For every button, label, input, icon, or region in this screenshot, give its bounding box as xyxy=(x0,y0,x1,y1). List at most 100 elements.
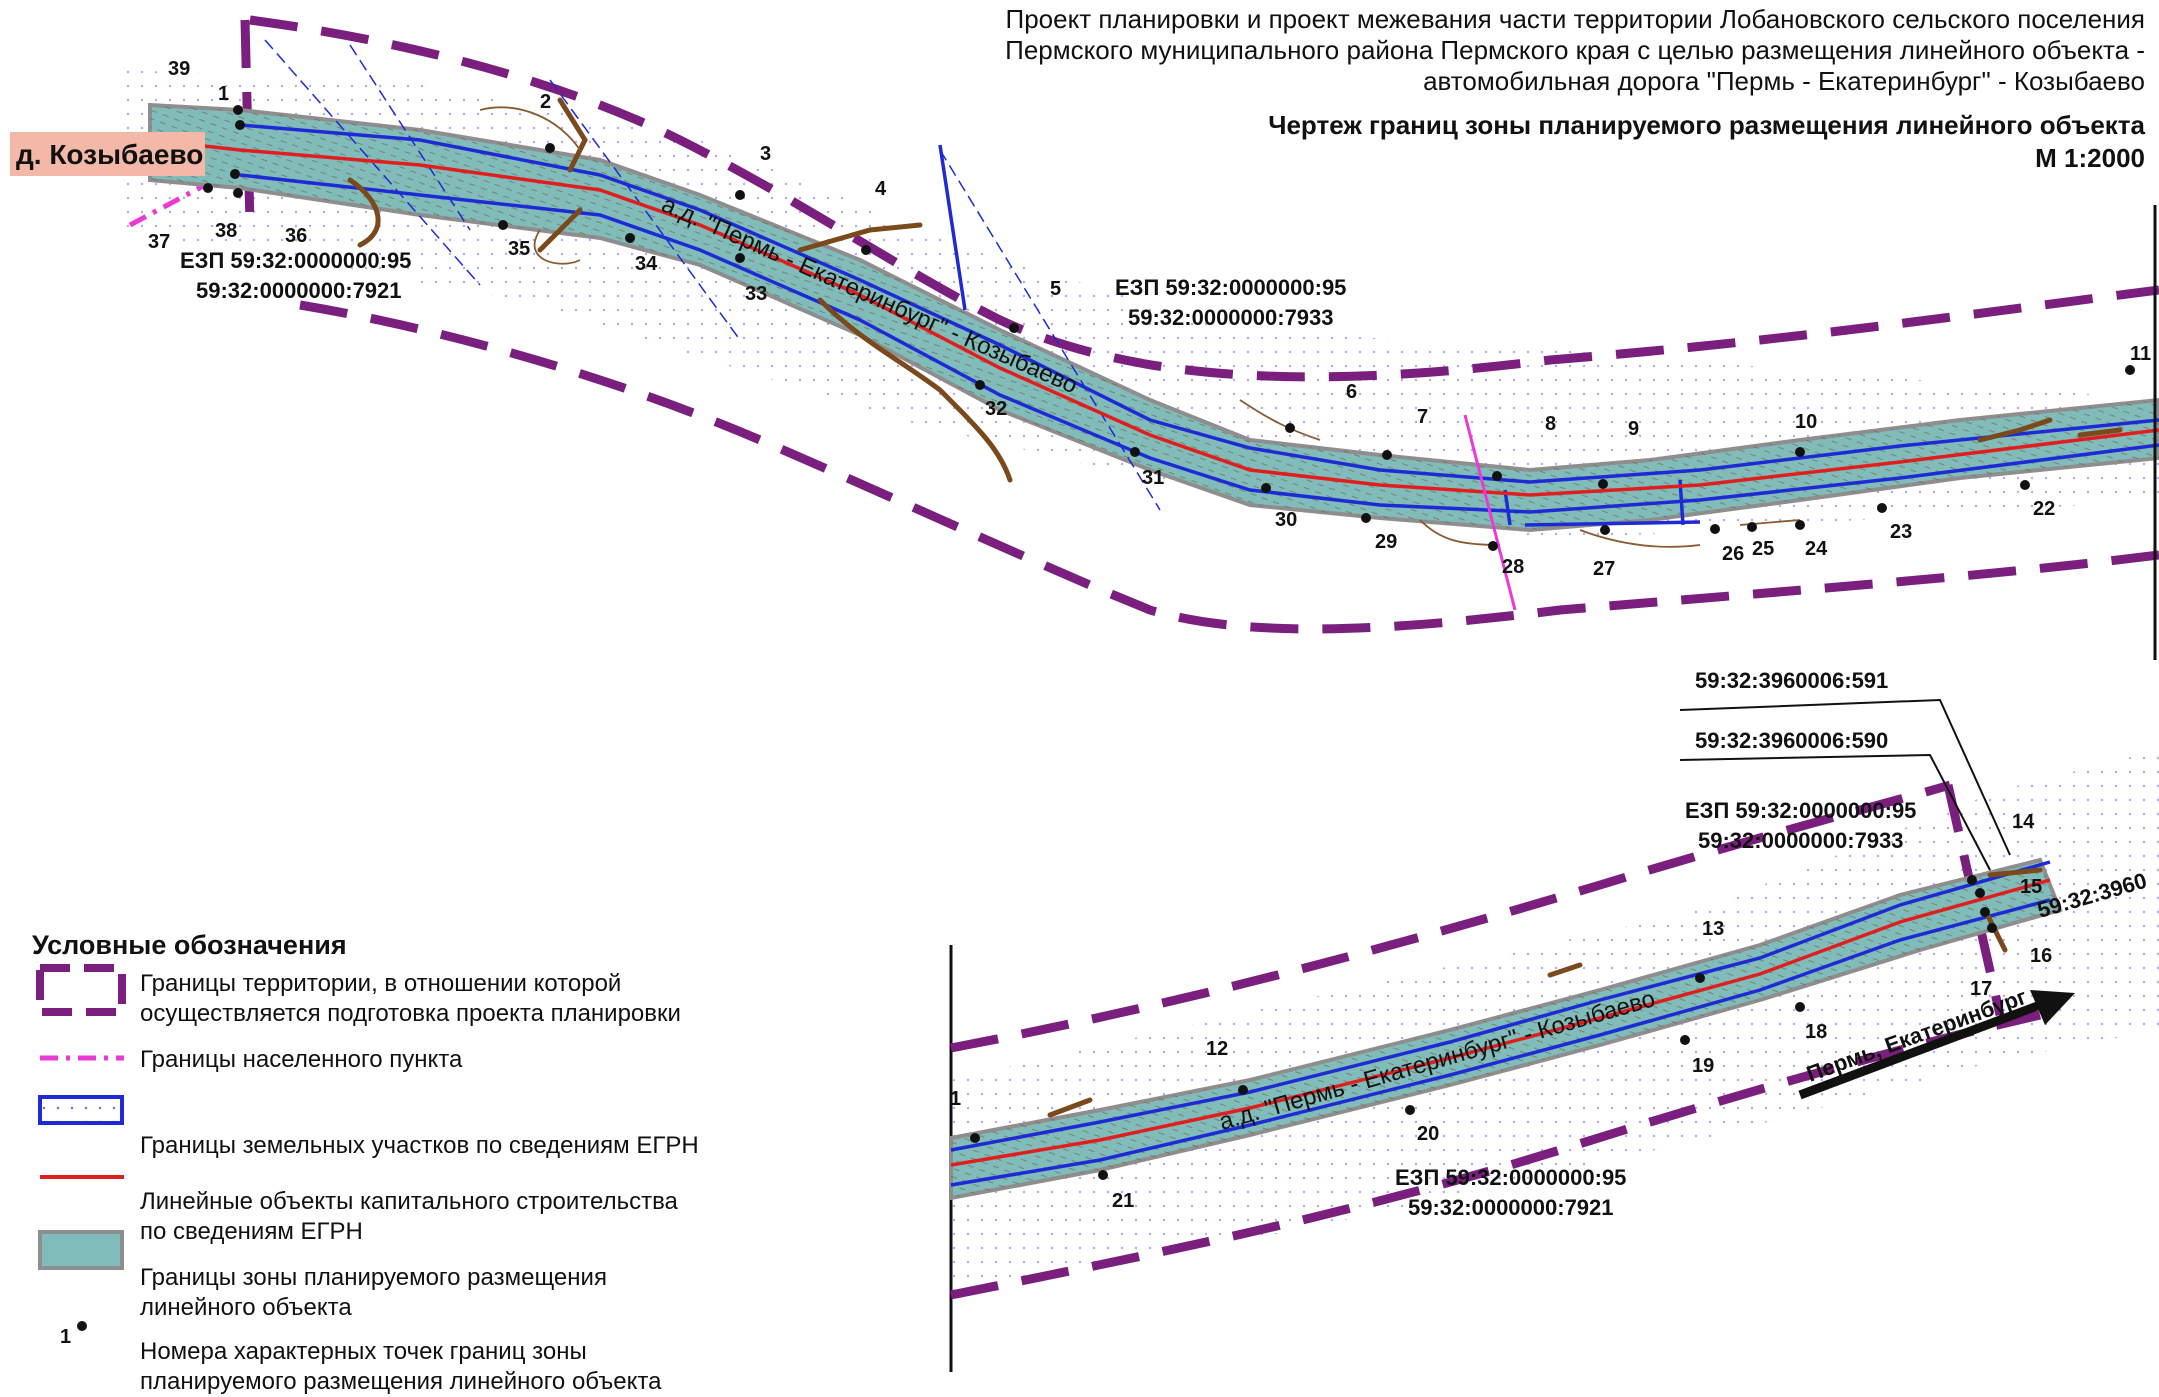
point-36: 36 xyxy=(233,188,307,247)
point-2: 2 xyxy=(540,91,555,153)
point-26: 26 xyxy=(1710,524,1744,565)
point-28: 28 xyxy=(1488,541,1524,578)
magenta-cross-line xyxy=(1463,414,1517,611)
point-15: 15 xyxy=(1975,876,2042,898)
svg-text:36: 36 xyxy=(285,225,307,247)
point-34: 34 xyxy=(625,233,658,275)
point-32: 32 xyxy=(975,380,1007,420)
direction-arrowhead-icon xyxy=(2030,990,2075,1025)
svg-text:35: 35 xyxy=(508,238,530,260)
point-24: 24 xyxy=(1795,520,1828,560)
legend-symbol-parcels xyxy=(38,1095,124,1125)
svg-text:7: 7 xyxy=(1417,406,1428,428)
svg-text:1: 1 xyxy=(950,1088,961,1110)
parcel-label-top-mid-2: 59:32:0000000:7933 xyxy=(1128,305,1334,330)
point-16: 16 xyxy=(1980,907,2052,967)
road-centerline-bottom xyxy=(950,878,2051,1167)
point-29: 29 xyxy=(1361,513,1397,553)
point-1: 1 xyxy=(218,83,245,130)
point-23: 23 xyxy=(1877,503,1912,543)
svg-text:25: 25 xyxy=(1752,538,1774,560)
terrain-lines-top xyxy=(347,97,2123,483)
legend: Условные обозначения Границы территории,… xyxy=(30,930,790,1395)
svg-text:22: 22 xyxy=(2033,498,2055,520)
point-b1: 1 xyxy=(950,1088,980,1143)
svg-text:23: 23 xyxy=(1890,521,1912,543)
svg-text:3: 3 xyxy=(760,143,771,165)
parcel-label-bot-ezp-1: ЕЗП 59:32:0000000:95 xyxy=(1685,798,1916,823)
parcel-boundary-bottom-1 xyxy=(950,860,2051,1152)
drawing-title: Чертеж границ зоны планируемого размещен… xyxy=(1268,110,2145,140)
point-11: 11 xyxy=(2125,343,2151,375)
point-8: 8 xyxy=(1492,413,1556,481)
svg-text:4: 4 xyxy=(875,178,887,200)
point-31: 31 xyxy=(1130,447,1164,489)
svg-text:18: 18 xyxy=(1805,1021,1827,1043)
svg-text:24: 24 xyxy=(1805,538,1828,560)
svg-text:16: 16 xyxy=(2030,945,2052,967)
svg-text:12: 12 xyxy=(1206,1038,1228,1060)
svg-text:5: 5 xyxy=(1050,278,1061,300)
direction-arrow xyxy=(1798,1000,2042,1100)
parcel-label-bot-low-1: ЕЗП 59:32:0000000:95 xyxy=(1395,1165,1626,1190)
point-7: 7 xyxy=(1382,406,1428,460)
point-22: 22 xyxy=(2020,480,2055,520)
parcel-label-bot-low-2: 59:32:0000000:7921 xyxy=(1408,1195,1614,1220)
svg-text:11: 11 xyxy=(2130,343,2151,365)
settlement-label: д. Козыбаево xyxy=(16,139,203,170)
parcel-boundary-top-3 xyxy=(938,144,1701,527)
parcel-label-bot-ezp-2: 59:32:0000000:7933 xyxy=(1698,828,1904,853)
settlement-label-bg xyxy=(10,132,205,176)
point-33: 33 xyxy=(735,253,767,305)
svg-text:27: 27 xyxy=(1593,558,1615,580)
parcel-boundary-top-1 xyxy=(239,123,2159,484)
road-hatching-top xyxy=(150,105,2159,530)
point-35: 35 xyxy=(498,220,530,260)
legend-symbol-point xyxy=(77,1321,87,1331)
legend-symbol-zone xyxy=(38,1230,124,1270)
svg-text:30: 30 xyxy=(1275,509,1297,531)
document-header: Проект планировки и проект межевания час… xyxy=(1005,4,2145,175)
point-27: 27 xyxy=(1593,525,1615,580)
point-30: 30 xyxy=(1261,483,1297,531)
scale-label: М 1:2000 xyxy=(2035,143,2145,173)
point-4: 4 xyxy=(861,178,887,255)
svg-text:13: 13 xyxy=(1702,918,1724,940)
parcel-label-top-left-2: 59:32:0000000:7921 xyxy=(196,278,402,303)
terrain-thin-top xyxy=(479,106,1801,548)
svg-text:6: 6 xyxy=(1346,381,1357,403)
svg-text:39: 39 xyxy=(168,58,190,80)
header-line-3: автомобильная дорога "Пермь - Екатеринбу… xyxy=(1423,66,2145,96)
point-5: 5 xyxy=(1009,278,1061,333)
point-3: 3 xyxy=(735,143,771,200)
parcel-boundary-bottom-2 xyxy=(950,898,2051,1187)
point-38: 38 xyxy=(215,169,240,242)
legend-symbol-point-number: 1 xyxy=(60,1326,71,1348)
point-10: 10 xyxy=(1795,411,1817,457)
header-line-2: Пермского муниципального района Пермског… xyxy=(1005,35,2145,65)
svg-text:8: 8 xyxy=(1545,413,1556,435)
svg-text:20: 20 xyxy=(1417,1123,1439,1145)
svg-text:31: 31 xyxy=(1142,467,1164,489)
svg-text:10: 10 xyxy=(1795,411,1817,433)
parcel-label-590: 59:32:3960006:590 xyxy=(1695,728,1888,753)
points-top: 39 1 2 3 4 5 6 7 8 9 10 11 22 23 24 25 2… xyxy=(148,58,2151,580)
svg-text:17: 17 xyxy=(1970,978,1992,1000)
parcel-label-top-mid-1: ЕЗП 59:32:0000000:95 xyxy=(1115,275,1346,300)
point-9: 9 xyxy=(1598,418,1639,489)
svg-text:28: 28 xyxy=(1502,556,1524,578)
point-39: 39 xyxy=(168,58,243,115)
header-line-1: Проект планировки и проект межевания час… xyxy=(1005,4,2145,34)
svg-text:14: 14 xyxy=(2012,811,2035,833)
parcel-boundary-top-2 xyxy=(239,173,2159,514)
point-18: 18 xyxy=(1795,1002,1827,1043)
point-20: 20 xyxy=(1405,1105,1439,1145)
point-19: 19 xyxy=(1680,1035,1714,1077)
points-bottom: 1 12 13 14 15 16 17 18 19 20 21 xyxy=(950,811,2052,1212)
svg-text:29: 29 xyxy=(1375,531,1397,553)
bottom-map: Пермь, Екатеринбург а.д. "Пермь - Екатер… xyxy=(949,668,2159,1372)
legend-symbols: 1 xyxy=(36,964,126,1348)
svg-text:9: 9 xyxy=(1628,418,1639,440)
svg-text:2: 2 xyxy=(540,91,551,113)
